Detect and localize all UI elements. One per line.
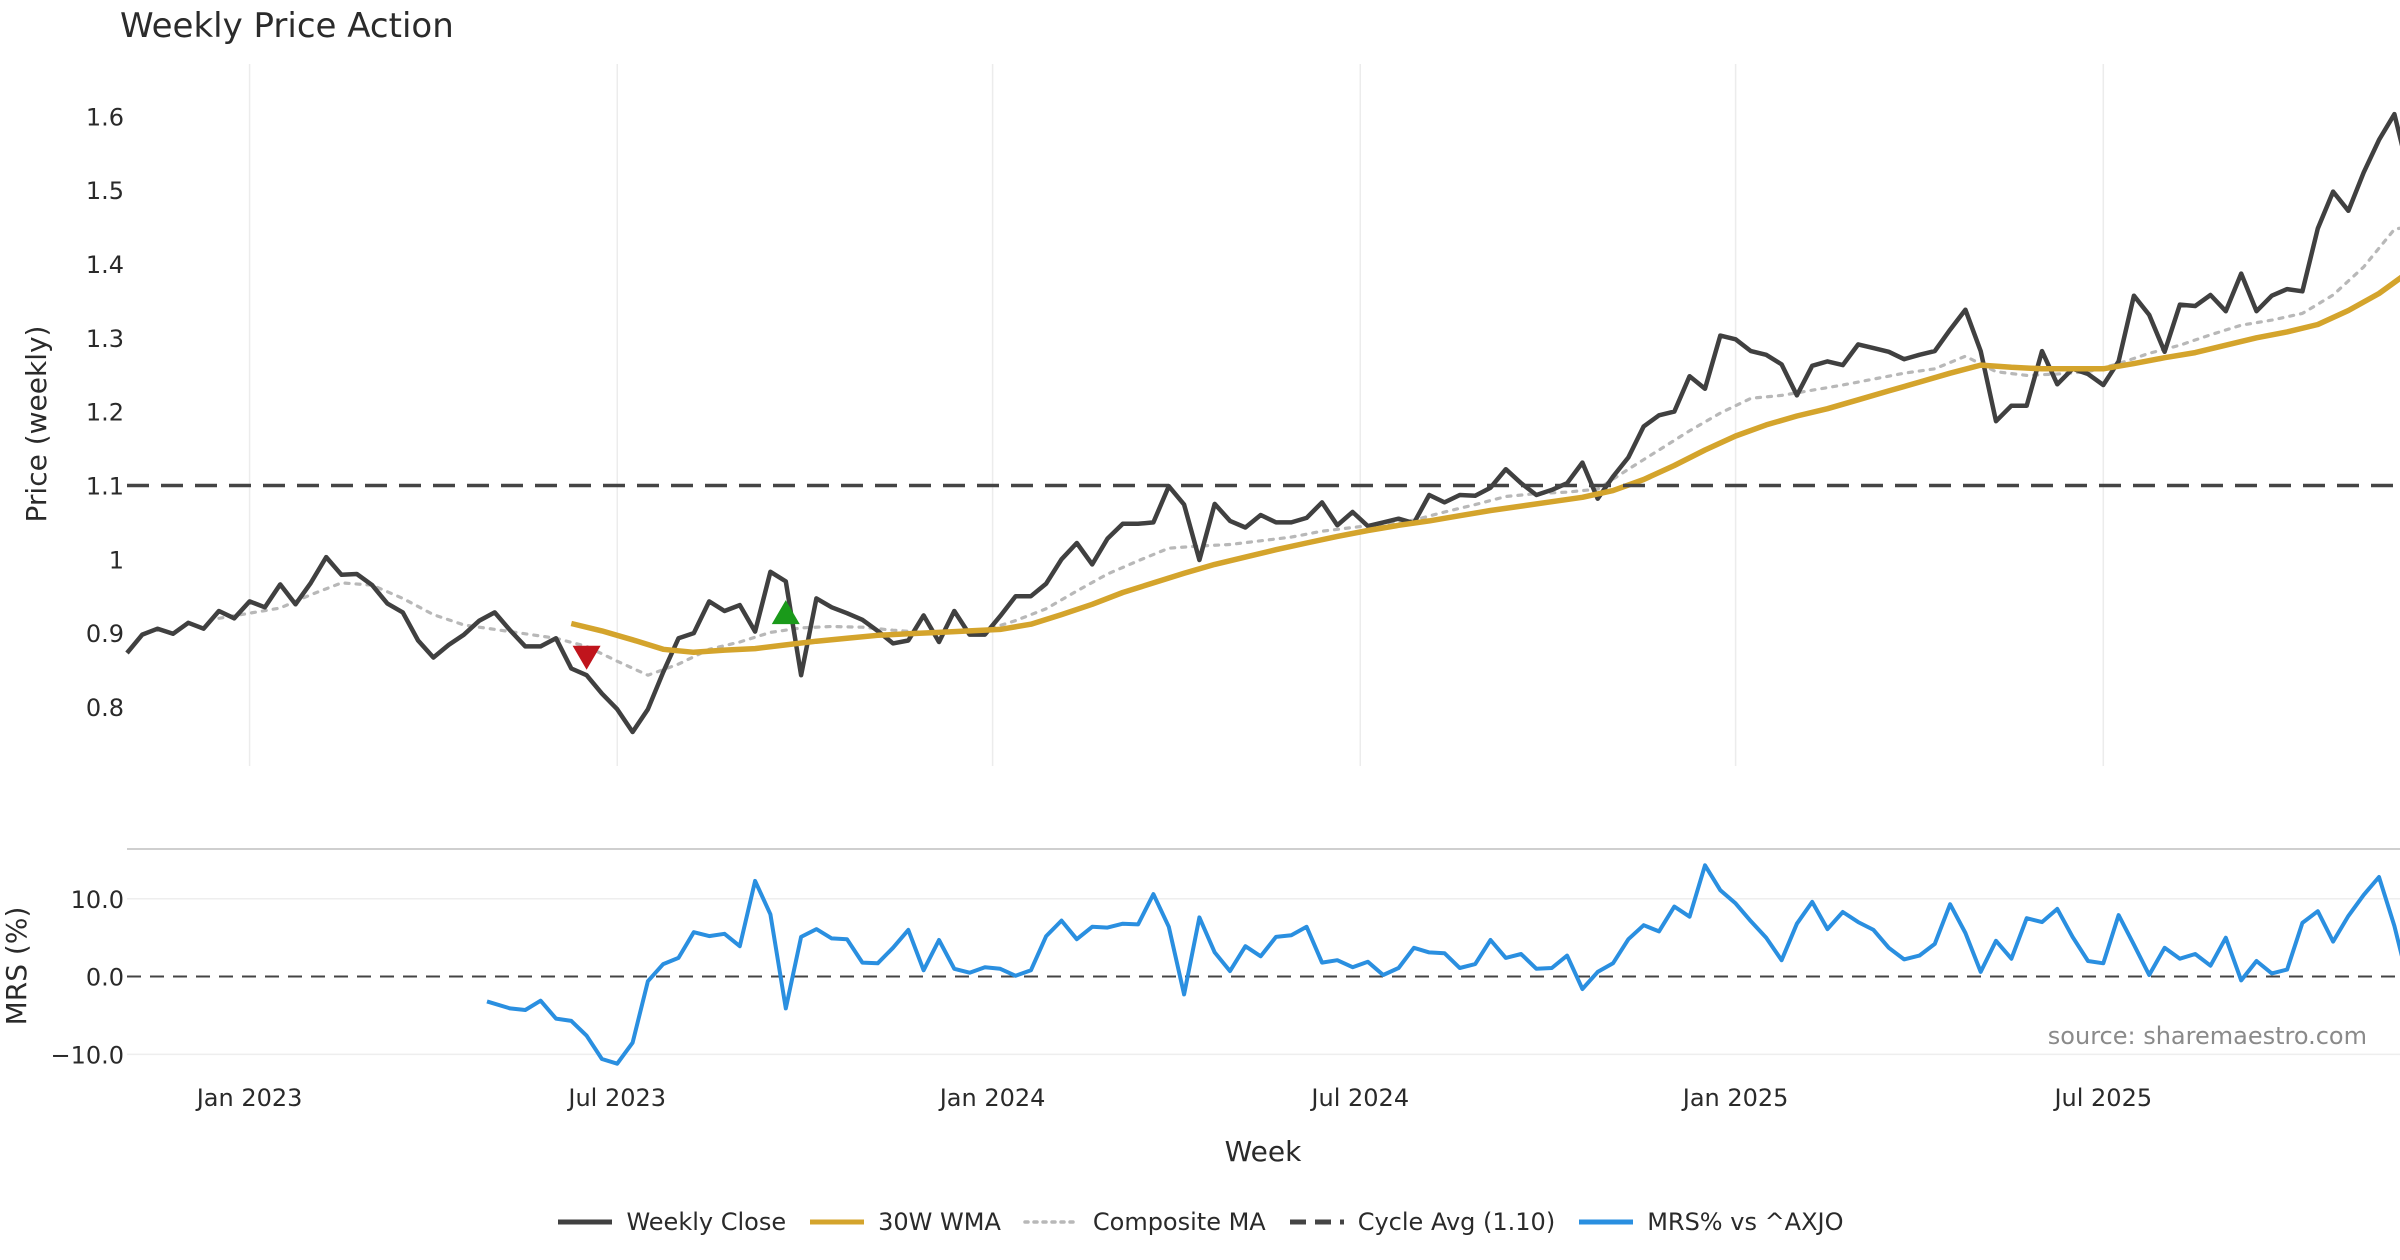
mrs-y-tick-1: 0.0 bbox=[86, 964, 124, 992]
price-y-tick-2: 1 bbox=[109, 546, 124, 574]
mrs-y-tick-labels: −10.0 0.0 10.0 bbox=[50, 886, 124, 1070]
series-line-composite-ma bbox=[217, 226, 2400, 677]
price-y-tick-0: 0.8 bbox=[86, 694, 124, 722]
mrs-series-lines bbox=[486, 863, 2400, 1066]
legend-item-4: MRS% vs ^AXJO bbox=[1577, 1208, 1844, 1236]
price-y-tick-5: 1.3 bbox=[86, 325, 124, 353]
series-line-weekly-close bbox=[125, 111, 2400, 735]
price-y-tick-1: 0.9 bbox=[86, 620, 124, 648]
x-axis-title: Week bbox=[1225, 1135, 1302, 1168]
buy-signal-marker bbox=[771, 600, 800, 625]
x-tick-5: Jul 2025 bbox=[2052, 1084, 2152, 1112]
legend-item-2: Composite MA bbox=[1023, 1208, 1266, 1236]
mrs-y-tick-2: 10.0 bbox=[71, 886, 124, 914]
price-y-tick-4: 1.2 bbox=[86, 399, 124, 427]
x-tick-2: Jan 2024 bbox=[938, 1084, 1046, 1112]
price-y-tick-8: 1.6 bbox=[86, 103, 124, 131]
sell-signal-marker bbox=[572, 645, 601, 670]
source-attribution: source: sharemaestro.com bbox=[2048, 1022, 2367, 1050]
price-gridlines bbox=[248, 64, 2105, 766]
mrs-y-axis-title: MRS (%) bbox=[0, 907, 33, 1026]
price-y-axis-title: Price (weekly) bbox=[20, 326, 53, 523]
legend-item-3: Cycle Avg (1.10) bbox=[1288, 1208, 1555, 1236]
legend-swatch-0 bbox=[558, 1219, 613, 1225]
series-line-mrs bbox=[486, 863, 2400, 1066]
legend-swatch-4 bbox=[1579, 1219, 1634, 1225]
x-tick-labels: Jan 2023 Jul 2023 Jan 2024 Jul 2024 Jan 2025… bbox=[195, 1084, 2152, 1112]
series-line-30w-wma bbox=[570, 274, 2400, 656]
price-y-tick-3: 1.1 bbox=[86, 472, 124, 500]
mrs-y-tick-0: −10.0 bbox=[50, 1041, 124, 1069]
legend-item-0: Weekly Close bbox=[556, 1208, 786, 1236]
signal-markers bbox=[572, 600, 800, 670]
legend-swatch-2 bbox=[1023, 1220, 1081, 1224]
legend-swatch-1 bbox=[810, 1219, 865, 1225]
mrs-gridlines bbox=[127, 898, 2400, 1056]
legend-label-4: MRS% vs ^AXJO bbox=[1647, 1208, 1844, 1236]
legend-swatch-3 bbox=[1289, 1219, 1344, 1225]
legend-label-0: Weekly Close bbox=[626, 1208, 787, 1236]
x-tick-4: Jan 2025 bbox=[1681, 1084, 1789, 1112]
x-tick-1: Jul 2023 bbox=[566, 1084, 666, 1112]
chart-title: Weekly Price Action bbox=[120, 6, 454, 46]
price-y-tick-labels: 0.8 0.9 1 1.1 1.2 1.3 1.4 1.5 1.6 bbox=[86, 103, 124, 722]
price-series-lines bbox=[125, 111, 2400, 735]
legend: Weekly Close 30W WMA Composite MA Cycle Avg… bbox=[0, 1208, 2400, 1236]
price-y-tick-6: 1.4 bbox=[86, 251, 124, 279]
price-y-tick-7: 1.5 bbox=[86, 177, 124, 205]
x-tick-0: Jan 2023 bbox=[195, 1084, 303, 1112]
legend-item-1: 30W WMA bbox=[808, 1208, 1001, 1236]
legend-label-3: Cycle Avg (1.10) bbox=[1357, 1208, 1556, 1236]
x-tick-3: Jul 2024 bbox=[1309, 1084, 1409, 1112]
legend-label-1: 30W WMA bbox=[878, 1208, 1001, 1236]
legend-label-2: Composite MA bbox=[1092, 1208, 1266, 1236]
